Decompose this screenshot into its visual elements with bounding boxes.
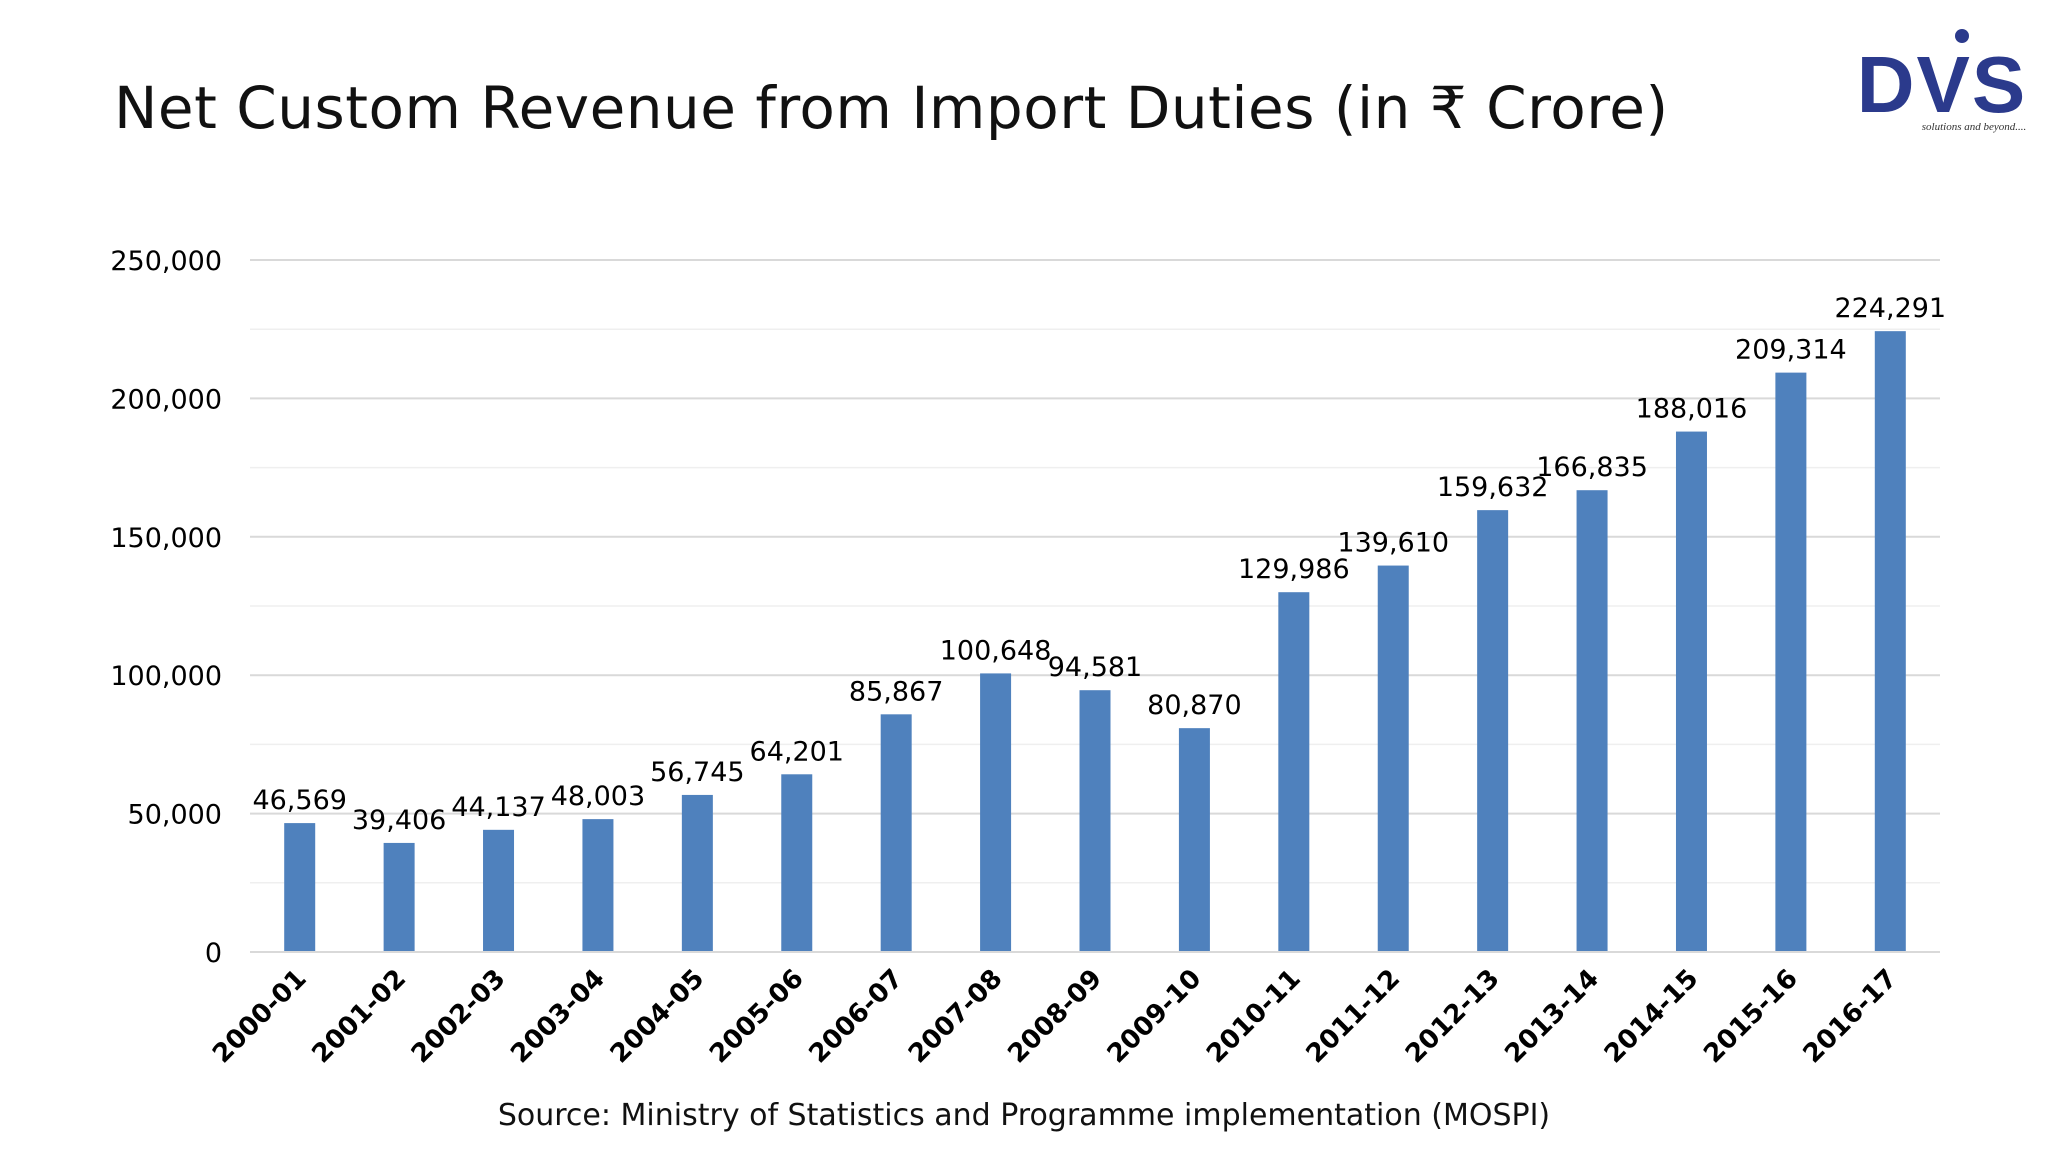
bar-2003-04 [582, 819, 614, 952]
data-label: 48,003 [551, 781, 645, 812]
bar-2014-15 [1675, 431, 1707, 952]
data-label: 56,745 [650, 757, 744, 788]
x-tick-label: 2011-12 [1301, 964, 1407, 1070]
dvs-logo: DVS solutions and beyond.... [1857, 29, 2028, 133]
y-tick-label: 200,000 [110, 384, 222, 415]
x-tick-label: 2009-10 [1102, 964, 1208, 1070]
logo-dot [1955, 29, 1969, 43]
x-tick-label: 2002-03 [406, 964, 512, 1070]
data-label: 188,016 [1636, 394, 1748, 425]
bar-2010-11 [1278, 592, 1310, 952]
x-tick-label: 2014-15 [1599, 964, 1705, 1070]
data-label: 80,870 [1147, 690, 1241, 721]
x-axis-ticks: 2000-012001-022002-032003-042004-052005-… [207, 964, 1903, 1070]
x-tick-label: 2001-02 [306, 964, 412, 1070]
bar-2008-09 [1079, 690, 1111, 952]
data-label: 139,610 [1337, 528, 1449, 559]
bar-2009-10 [1178, 728, 1210, 952]
data-label: 46,569 [252, 785, 346, 816]
bar-2013-14 [1576, 490, 1608, 952]
bar-2005-06 [781, 774, 813, 952]
x-tick-label: 2015-16 [1698, 964, 1804, 1070]
bars [284, 331, 1906, 953]
x-tick-label: 2008-09 [1002, 964, 1108, 1070]
y-tick-label: 50,000 [128, 800, 222, 831]
x-tick-label: 2006-07 [804, 964, 910, 1070]
data-label: 100,648 [940, 635, 1052, 666]
x-tick-label: 2016-17 [1798, 964, 1904, 1070]
logo-text: DVS [1857, 40, 2028, 129]
data-label: 85,867 [849, 676, 943, 707]
x-tick-label: 2010-11 [1201, 964, 1307, 1070]
bar-2011-12 [1377, 565, 1409, 952]
x-tick-label: 2012-13 [1400, 964, 1506, 1070]
bar-2000-01 [284, 823, 316, 952]
data-label: 39,406 [352, 805, 446, 836]
data-label: 166,835 [1536, 452, 1648, 483]
data-label: 64,201 [750, 736, 844, 767]
bar-2006-07 [880, 714, 912, 952]
data-label: 159,632 [1437, 472, 1549, 503]
bar-2016-17 [1874, 331, 1906, 953]
y-tick-label: 100,000 [110, 661, 222, 692]
bar-2001-02 [383, 842, 415, 952]
data-label: 129,986 [1238, 554, 1350, 585]
bar-2002-03 [483, 829, 515, 952]
source-note: Source: Ministry of Statistics and Progr… [497, 1098, 1551, 1133]
data-label: 44,137 [451, 792, 545, 823]
data-label: 94,581 [1048, 652, 1142, 683]
logo-tagline: solutions and beyond.... [1922, 121, 2027, 133]
data-label: 224,291 [1834, 293, 1946, 324]
data-label: 209,314 [1735, 335, 1847, 366]
x-tick-label: 2007-08 [903, 964, 1009, 1070]
y-tick-label: 0 [205, 938, 222, 969]
page-title: Net Custom Revenue from Import Duties (i… [114, 74, 1669, 142]
x-tick-label: 2013-14 [1499, 964, 1605, 1070]
x-tick-label: 2003-04 [505, 964, 611, 1070]
x-tick-label: 2000-01 [207, 964, 313, 1070]
bar-2007-08 [980, 673, 1012, 952]
y-tick-label: 250,000 [110, 246, 222, 277]
bar-2015-16 [1775, 372, 1807, 952]
bar-2012-13 [1477, 510, 1509, 952]
y-axis-ticks: 0 50,000 100,000 150,000 200,000 250,000 [110, 246, 222, 969]
x-tick-label: 2004-05 [605, 964, 711, 1070]
x-tick-label: 2005-06 [704, 964, 810, 1070]
bar-2004-05 [681, 794, 713, 952]
y-tick-label: 150,000 [110, 523, 222, 554]
